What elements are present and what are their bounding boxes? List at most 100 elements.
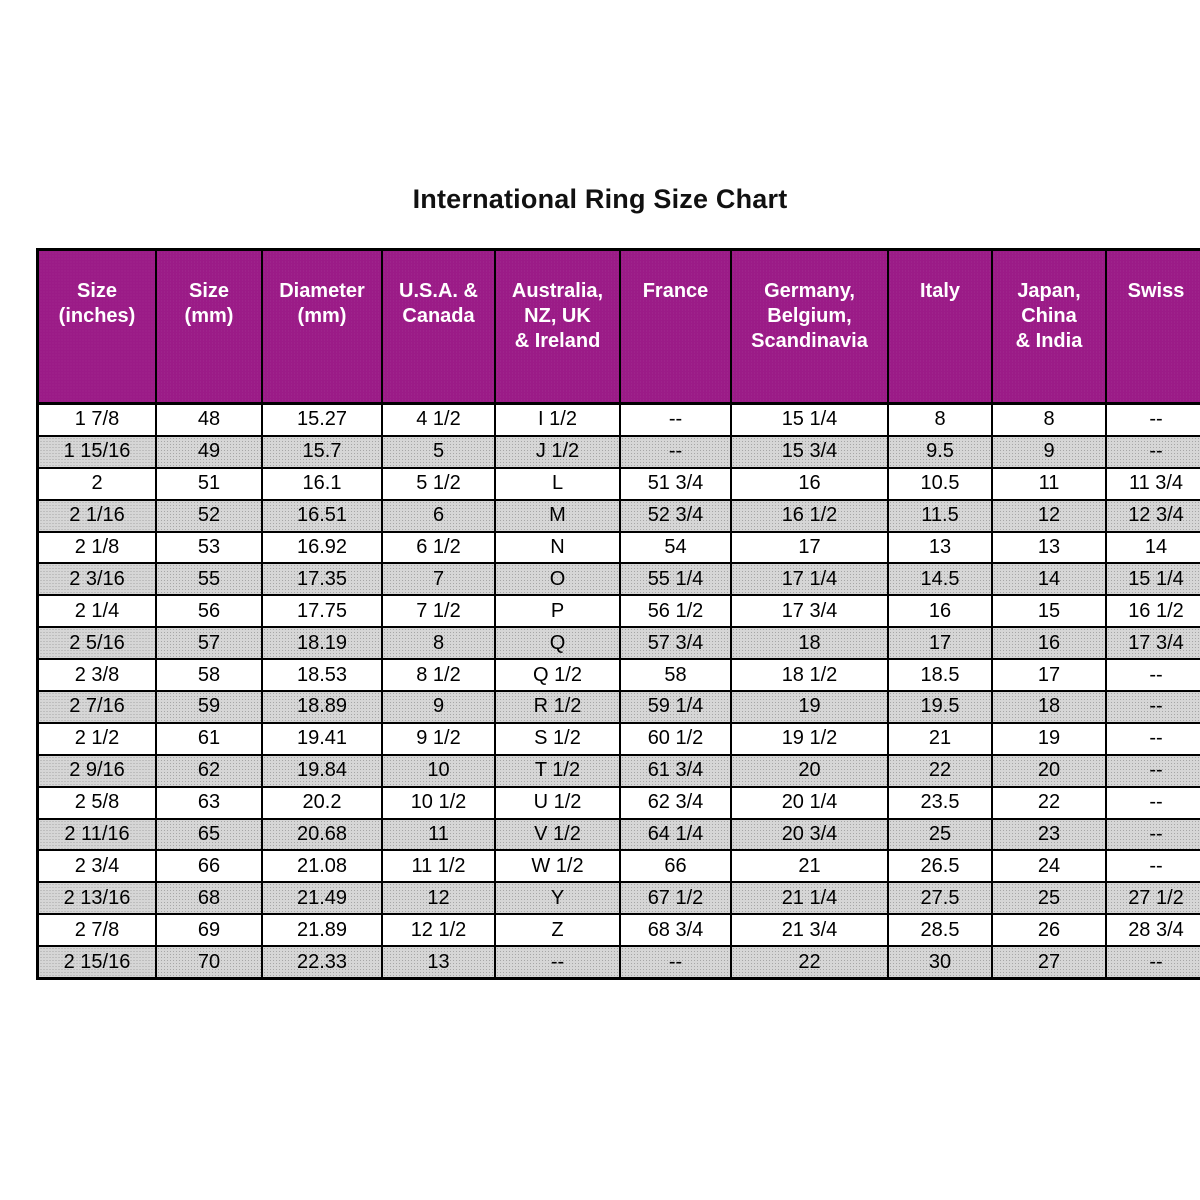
cell-australia-nz-uk-ireland: W 1/2 [494, 849, 621, 884]
cell-usa-canada: 8 1/2 [381, 658, 496, 693]
cell-australia-nz-uk-ireland: N [494, 530, 621, 565]
cell-italy: 27.5 [887, 881, 993, 916]
cell-italy: 26.5 [887, 849, 993, 884]
cell-italy: 30 [887, 945, 993, 980]
cell-swiss: -- [1105, 721, 1200, 756]
cell-diameter-mm: 18.19 [261, 626, 383, 661]
cell-size-inches: 1 15/16 [36, 434, 157, 469]
cell-france: 66 [619, 849, 732, 884]
cell-size-inches: 2 5/16 [36, 626, 157, 661]
cell-japan-china-india: 23 [991, 817, 1107, 852]
cell-italy: 14.5 [887, 562, 993, 597]
cell-size-mm: 70 [155, 945, 263, 980]
cell-germany-belgium-scandinavia: 16 [730, 466, 889, 501]
cell-germany-belgium-scandinavia: 19 [730, 690, 889, 724]
cell-germany-belgium-scandinavia: 15 1/4 [730, 402, 889, 437]
cell-usa-canada: 4 1/2 [381, 402, 496, 437]
cell-size-mm: 55 [155, 562, 263, 597]
cell-swiss: -- [1105, 849, 1200, 884]
cell-germany-belgium-scandinavia: 22 [730, 945, 889, 980]
cell-france: 61 3/4 [619, 753, 732, 788]
cell-swiss: 16 1/2 [1105, 594, 1200, 629]
cell-size-mm: 52 [155, 498, 263, 533]
cell-japan-china-india: 12 [991, 498, 1107, 533]
cell-usa-canada: 6 [381, 498, 496, 533]
cell-diameter-mm: 15.7 [261, 434, 383, 469]
cell-size-mm: 61 [155, 721, 263, 756]
cell-japan-china-india: 14 [991, 562, 1107, 597]
cell-size-mm: 68 [155, 881, 263, 916]
cell-australia-nz-uk-ireland: O [494, 562, 621, 597]
cell-france: 60 1/2 [619, 721, 732, 756]
column-header-diameter-mm: Diameter (mm) [261, 248, 383, 405]
cell-usa-canada: 6 1/2 [381, 530, 496, 565]
column-header-france: France [619, 248, 732, 405]
cell-japan-china-india: 9 [991, 434, 1107, 469]
cell-size-inches: 2 9/16 [36, 753, 157, 788]
cell-swiss: -- [1105, 402, 1200, 437]
cell-swiss: -- [1105, 658, 1200, 693]
column-header-italy: Italy [887, 248, 993, 405]
cell-diameter-mm: 18.53 [261, 658, 383, 693]
cell-italy: 19.5 [887, 690, 993, 724]
cell-italy: 21 [887, 721, 993, 756]
cell-diameter-mm: 16.1 [261, 466, 383, 501]
cell-swiss: 11 3/4 [1105, 466, 1200, 501]
cell-germany-belgium-scandinavia: 15 3/4 [730, 434, 889, 469]
cell-italy: 8 [887, 402, 993, 437]
cell-italy: 16 [887, 594, 993, 629]
cell-australia-nz-uk-ireland: -- [494, 945, 621, 980]
cell-usa-canada: 7 [381, 562, 496, 597]
cell-italy: 17 [887, 626, 993, 661]
cell-germany-belgium-scandinavia: 20 [730, 753, 889, 788]
cell-size-mm: 66 [155, 849, 263, 884]
cell-germany-belgium-scandinavia: 18 1/2 [730, 658, 889, 693]
cell-size-inches: 2 3/8 [36, 658, 157, 693]
cell-diameter-mm: 21.89 [261, 913, 383, 948]
cell-germany-belgium-scandinavia: 21 [730, 849, 889, 884]
cell-swiss: -- [1105, 945, 1200, 980]
cell-size-mm: 65 [155, 817, 263, 852]
cell-size-mm: 63 [155, 785, 263, 820]
cell-usa-canada: 5 1/2 [381, 466, 496, 501]
cell-australia-nz-uk-ireland: Z [494, 913, 621, 948]
cell-australia-nz-uk-ireland: V 1/2 [494, 817, 621, 852]
cell-japan-china-india: 26 [991, 913, 1107, 948]
cell-swiss: 27 1/2 [1105, 881, 1200, 916]
cell-japan-china-india: 20 [991, 753, 1107, 788]
cell-france: 56 1/2 [619, 594, 732, 629]
cell-usa-canada: 10 [381, 753, 496, 788]
cell-australia-nz-uk-ireland: U 1/2 [494, 785, 621, 820]
cell-france: 55 1/4 [619, 562, 732, 597]
column-header-size-mm: Size (mm) [155, 248, 263, 405]
cell-swiss: -- [1105, 817, 1200, 852]
cell-diameter-mm: 22.33 [261, 945, 383, 980]
cell-france: 58 [619, 658, 732, 693]
cell-diameter-mm: 20.68 [261, 817, 383, 852]
cell-usa-canada: 11 1/2 [381, 849, 496, 884]
cell-size-inches: 2 3/16 [36, 562, 157, 597]
cell-germany-belgium-scandinavia: 20 1/4 [730, 785, 889, 820]
page-title: International Ring Size Chart [412, 184, 788, 214]
table-row: 2 7/8 69 21.89 12 1/2 Z 68 3/4 21 3/4 28.5 26 28 … [36, 913, 1200, 948]
table-header-row: Size (inches) Size (mm) Diameter (mm) U.S.A… [36, 248, 1200, 405]
table-row: 2 15/16 70 22.33 13 -- -- 22 30 27 -- [36, 945, 1200, 980]
cell-australia-nz-uk-ireland: Q 1/2 [494, 658, 621, 693]
cell-usa-canada: 13 [381, 945, 496, 980]
cell-usa-canada: 8 [381, 626, 496, 661]
table-row: 2 1/8 53 16.92 6 1/2 N 54 17 13 13 14 [36, 530, 1200, 565]
cell-size-inches: 2 [36, 466, 157, 501]
table-row: 2 5/8 63 20.2 10 1/2 U 1/2 62 3/4 20 1/4 23.5 22… [36, 785, 1200, 820]
cell-swiss: -- [1105, 785, 1200, 820]
cell-france: 54 [619, 530, 732, 565]
cell-japan-china-india: 8 [991, 402, 1107, 437]
cell-germany-belgium-scandinavia: 18 [730, 626, 889, 661]
column-header-germany-belgium-scandinavia: Germany, Belgium, Scandinavia [730, 248, 889, 405]
cell-australia-nz-uk-ireland: J 1/2 [494, 434, 621, 469]
cell-france: -- [619, 945, 732, 980]
cell-size-inches: 2 7/8 [36, 913, 157, 948]
cell-size-inches: 2 5/8 [36, 785, 157, 820]
table-row: 2 1/16 52 16.51 6 M 52 3/4 16 1/2 11.5 12 12 3/4 [36, 498, 1200, 533]
cell-swiss: 17 3/4 [1105, 626, 1200, 661]
cell-japan-china-india: 16 [991, 626, 1107, 661]
